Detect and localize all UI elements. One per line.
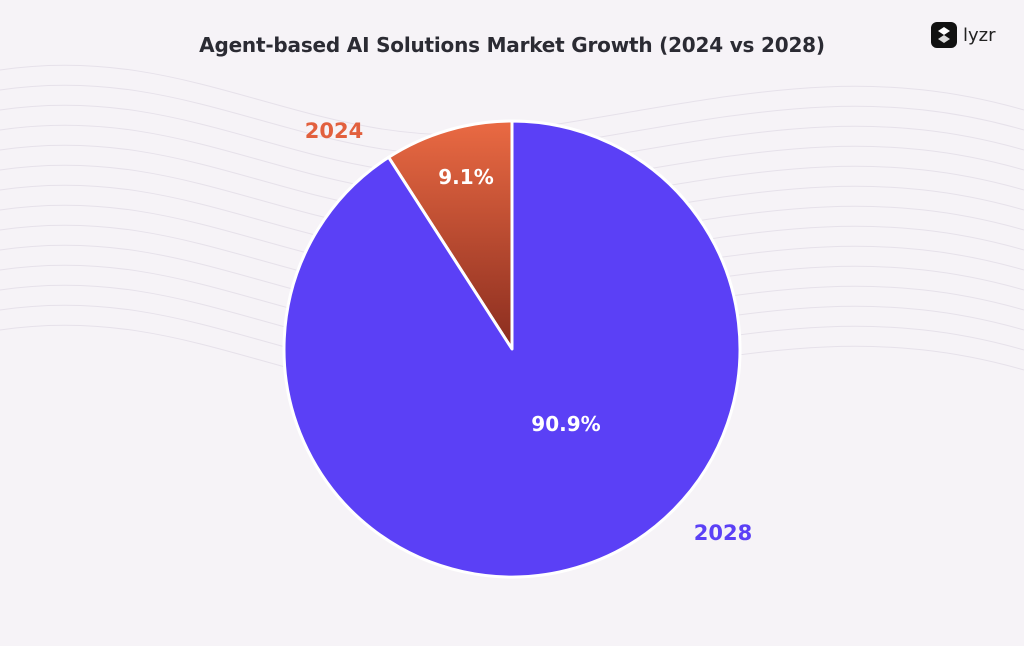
pie-slice-2024 [387, 119, 514, 351]
slice-category-label-2024: 2024 [305, 119, 363, 143]
pie-slice-2028 [282, 119, 742, 579]
brand-logo: lyzr [931, 22, 996, 48]
slice-value-label-2028: 90.9% [531, 412, 600, 436]
slice-category-label-2028: 2028 [694, 521, 752, 545]
brand-name: lyzr [963, 24, 996, 46]
lyzr-logo-icon [931, 22, 957, 48]
chart-title: Agent-based AI Solutions Market Growth (… [199, 33, 825, 57]
slice-value-label-2024: 9.1% [438, 165, 493, 189]
